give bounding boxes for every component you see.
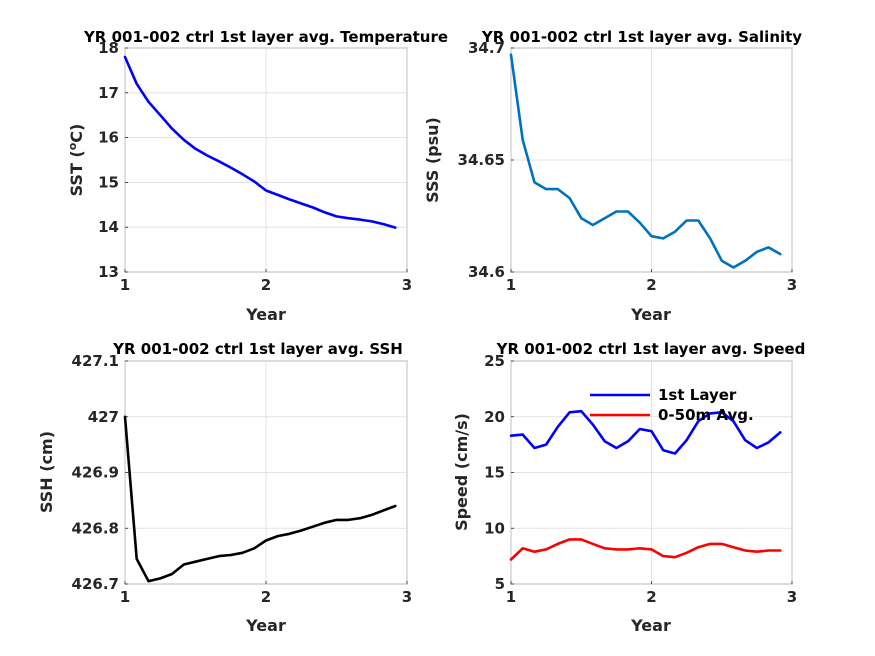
ticks: 1 2 3 426.7 426.8 426.9 427 427.1 [72, 352, 413, 606]
y-tick-label: 17 [98, 84, 119, 102]
x-tick-label: 1 [506, 276, 516, 294]
x-tick-label: 2 [261, 276, 271, 294]
panel-ssh: 1 2 3 426.7 426.8 426.9 427 427.1 YR 001-002 ct… [37, 340, 412, 635]
x-tick-label: 1 [506, 588, 516, 606]
x-tick-label: 1 [120, 588, 130, 606]
y-tick-label: 15 [484, 464, 505, 482]
series-line-2 [509, 538, 782, 561]
series-layer [123, 55, 397, 229]
x-tick-label: 1 [120, 276, 130, 294]
y-tick-label: 426.7 [72, 575, 119, 593]
y-axis-label: SSH (cm) [37, 431, 56, 513]
y-axis-label-end: C) [67, 124, 86, 143]
legend-label-1st-layer: 1st Layer [658, 386, 737, 404]
series-line-1 [509, 409, 782, 455]
series-line-1 [123, 415, 397, 583]
series-layer [509, 409, 782, 561]
legend: 1st Layer 0-50m Avg. [590, 386, 754, 424]
panel-salinity: 1 2 3 34.6 34.65 34.7 YR 001-002 ctrl 1st lay… [423, 28, 802, 324]
y-axis-label: SST (oC) [66, 124, 86, 197]
x-tick-label: 3 [787, 276, 797, 294]
series-line-1 [509, 53, 782, 269]
x-tick-label: 2 [646, 276, 656, 294]
y-tick-label: 15 [98, 173, 119, 191]
x-tick-label: 3 [787, 588, 797, 606]
y-tick-label: 426.9 [72, 464, 119, 482]
y-tick-label: 10 [484, 519, 505, 537]
panel-temperature: 1 2 3 13 14 15 16 17 18 YR 001-002 ctrl 1st laye… [66, 28, 448, 324]
chart-title: YR 001-002 ctrl 1st layer avg. Speed [496, 340, 806, 358]
x-tick-label: 2 [261, 588, 271, 606]
x-tick-label: 3 [402, 588, 412, 606]
y-tick-label: 427 [88, 408, 119, 426]
series-line-1 [123, 55, 397, 229]
panel-speed: 1 2 3 5 10 15 20 25 YR 001-002 ctrl 1st layer a… [452, 340, 805, 635]
x-tick-label: 2 [646, 588, 656, 606]
y-tick-label: 34.7 [468, 39, 505, 57]
y-tick-label: 34.65 [458, 151, 505, 169]
x-axis-label: Year [630, 305, 671, 324]
y-tick-label: 16 [98, 129, 119, 147]
chart-title: YR 001-002 ctrl 1st layer avg. Salinity [481, 28, 802, 46]
y-axis-label: SSS (psu) [423, 117, 442, 203]
chart-title: YR 001-002 ctrl 1st layer avg. SSH [112, 340, 403, 358]
ticks: 1 2 3 5 10 15 20 25 [484, 352, 797, 606]
y-tick-label: 34.6 [468, 263, 505, 281]
series-layer [509, 53, 782, 269]
series-layer [123, 415, 397, 583]
legend-label-0-50m-avg: 0-50m Avg. [658, 406, 754, 424]
x-axis-label: Year [245, 305, 286, 324]
x-axis-label: Year [630, 616, 671, 635]
ticks: 1 2 3 34.6 34.65 34.7 [458, 39, 798, 294]
y-tick-label: 5 [495, 575, 505, 593]
y-tick-label: 13 [98, 263, 119, 281]
grid [124, 360, 408, 585]
y-axis-label-superscript: o [66, 142, 79, 150]
grid [124, 47, 408, 273]
y-tick-label: 25 [484, 352, 505, 370]
x-tick-label: 3 [402, 276, 412, 294]
y-axis-label-start: SST ( [67, 150, 86, 196]
y-tick-label: 426.8 [72, 519, 119, 537]
x-axis-label: Year [245, 616, 286, 635]
y-axis-label: Speed (cm/s) [452, 413, 471, 531]
y-tick-label: 18 [98, 39, 119, 57]
grid [510, 360, 793, 585]
y-tick-label: 20 [484, 408, 505, 426]
ticks: 1 2 3 13 14 15 16 17 18 [98, 39, 412, 294]
chart-title: YR 001-002 ctrl 1st layer avg. Temperatu… [83, 28, 448, 46]
y-tick-label: 14 [98, 218, 119, 236]
y-tick-label: 427.1 [72, 352, 119, 370]
